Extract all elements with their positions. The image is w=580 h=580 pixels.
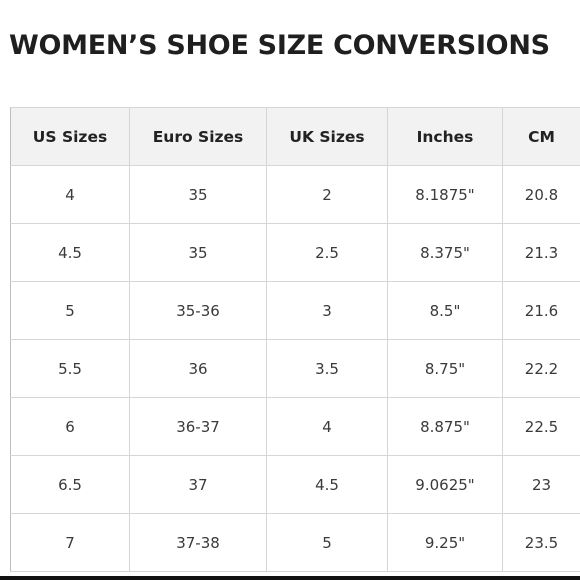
cell-inches: 8.375" bbox=[387, 223, 503, 282]
cell-euro: 37-38 bbox=[129, 513, 267, 572]
cell-us: 5 bbox=[10, 281, 130, 340]
table-header-row: US Sizes Euro Sizes UK Sizes Inches CM bbox=[10, 107, 580, 166]
cell-cm: 20.8 bbox=[502, 165, 580, 224]
cell-cm: 22.5 bbox=[502, 397, 580, 456]
cell-euro: 35-36 bbox=[129, 281, 267, 340]
cell-euro: 37 bbox=[129, 455, 267, 514]
cell-inches: 8.1875" bbox=[387, 165, 503, 224]
header-us-sizes: US Sizes bbox=[10, 107, 130, 166]
table-row: 6.5 37 4.5 9.0625" 23 bbox=[10, 455, 580, 514]
cell-uk: 3.5 bbox=[266, 339, 388, 398]
cell-inches: 9.25" bbox=[387, 513, 503, 572]
cell-cm: 23 bbox=[502, 455, 580, 514]
table-row: 4.5 35 2.5 8.375" 21.3 bbox=[10, 223, 580, 282]
cell-euro: 36 bbox=[129, 339, 267, 398]
cell-cm: 23.5 bbox=[502, 513, 580, 572]
cell-us: 4.5 bbox=[10, 223, 130, 282]
size-conversion-table: US Sizes Euro Sizes UK Sizes Inches CM 4… bbox=[10, 107, 580, 572]
header-inches: Inches bbox=[387, 107, 503, 166]
cell-us: 6 bbox=[10, 397, 130, 456]
cell-inches: 8.75" bbox=[387, 339, 503, 398]
table-row: 7 37-38 5 9.25" 23.5 bbox=[10, 513, 580, 572]
cell-us: 7 bbox=[10, 513, 130, 572]
cell-uk: 5 bbox=[266, 513, 388, 572]
cell-uk: 4.5 bbox=[266, 455, 388, 514]
cell-inches: 8.5" bbox=[387, 281, 503, 340]
cell-uk: 4 bbox=[266, 397, 388, 456]
cell-uk: 3 bbox=[266, 281, 388, 340]
table-row: 4 35 2 8.1875" 20.8 bbox=[10, 165, 580, 224]
header-uk-sizes: UK Sizes bbox=[266, 107, 388, 166]
cell-euro: 35 bbox=[129, 165, 267, 224]
cell-euro: 35 bbox=[129, 223, 267, 282]
table-row: 5.5 36 3.5 8.75" 22.2 bbox=[10, 339, 580, 398]
cell-cm: 22.2 bbox=[502, 339, 580, 398]
table-row: 5 35-36 3 8.5" 21.6 bbox=[10, 281, 580, 340]
cell-us: 5.5 bbox=[10, 339, 130, 398]
cell-euro: 36-37 bbox=[129, 397, 267, 456]
cell-inches: 8.875" bbox=[387, 397, 503, 456]
bottom-divider bbox=[0, 576, 580, 580]
table-row: 6 36-37 4 8.875" 22.5 bbox=[10, 397, 580, 456]
header-cm: CM bbox=[502, 107, 580, 166]
cell-cm: 21.6 bbox=[502, 281, 580, 340]
cell-uk: 2 bbox=[266, 165, 388, 224]
cell-uk: 2.5 bbox=[266, 223, 388, 282]
size-table-container: US Sizes Euro Sizes UK Sizes Inches CM 4… bbox=[10, 107, 580, 580]
cell-us: 6.5 bbox=[10, 455, 130, 514]
header-euro-sizes: Euro Sizes bbox=[129, 107, 267, 166]
cell-us: 4 bbox=[10, 165, 130, 224]
cell-cm: 21.3 bbox=[502, 223, 580, 282]
cell-inches: 9.0625" bbox=[387, 455, 503, 514]
page-title: WOMEN’S SHOE SIZE CONVERSIONS bbox=[9, 30, 550, 61]
